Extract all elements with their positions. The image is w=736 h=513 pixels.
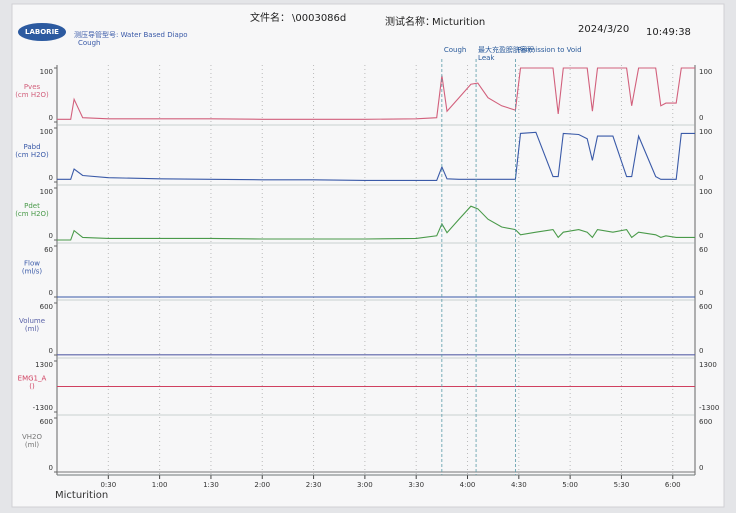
file-label: 文件名： bbox=[250, 11, 290, 24]
x-tick-label: 2:30 bbox=[306, 481, 322, 489]
channel-title: Flow bbox=[24, 260, 40, 268]
y-tick-label-right: 600 bbox=[699, 303, 712, 311]
x-tick-label: 0:30 bbox=[100, 481, 116, 489]
x-tick-label: 1:30 bbox=[203, 481, 219, 489]
event-label: Cough bbox=[444, 46, 467, 54]
x-tick-label: 4:00 bbox=[460, 481, 476, 489]
y-tick-label-right: 60 bbox=[699, 246, 708, 254]
channel-unit: () bbox=[29, 383, 35, 391]
channel-title: Pdet bbox=[24, 202, 40, 210]
y-tick-label-right: 0 bbox=[699, 347, 703, 355]
event-label: Permission to Void bbox=[517, 46, 581, 54]
channel-unit: (cm H2O) bbox=[15, 151, 49, 159]
file-name: \0003086d bbox=[292, 13, 346, 24]
x-tick-label: 5:00 bbox=[562, 481, 578, 489]
y-tick-label: 0 bbox=[49, 464, 53, 472]
x-tick-label: 3:30 bbox=[408, 481, 424, 489]
y-tick-label-right: -1300 bbox=[699, 404, 719, 412]
catheter: 测压导管型号: Water Based Diapo bbox=[74, 30, 188, 39]
channel-title: VH2O bbox=[22, 433, 43, 441]
channel-unit: (ml) bbox=[25, 325, 39, 333]
y-tick-label-right: 100 bbox=[699, 68, 712, 76]
channel-unit: (ml) bbox=[25, 441, 39, 449]
channel-title: Volume bbox=[19, 317, 45, 325]
y-tick-label: 0 bbox=[49, 174, 53, 182]
event-label: 最大充盈膀胱容积 bbox=[478, 45, 534, 54]
y-tick-label-right: 0 bbox=[699, 114, 703, 122]
y-tick-label: 0 bbox=[49, 289, 53, 297]
time: 10:49:38 bbox=[646, 27, 691, 38]
y-tick-label-right: 100 bbox=[699, 128, 712, 136]
y-tick-label-right: 0 bbox=[699, 464, 703, 472]
test-label: 测试名称： bbox=[385, 15, 435, 28]
y-tick-label: 100 bbox=[40, 188, 53, 196]
y-tick-label: 60 bbox=[44, 246, 53, 254]
logo bbox=[18, 23, 66, 41]
logo-text: LABORIE bbox=[25, 28, 59, 36]
y-tick-label: 600 bbox=[40, 303, 53, 311]
test-name: Micturition bbox=[432, 17, 485, 28]
y-tick-label: 100 bbox=[40, 128, 53, 136]
y-tick-label: 0 bbox=[49, 232, 53, 240]
channel-unit: (cm H2O) bbox=[15, 210, 49, 218]
x-tick-label: 2:00 bbox=[254, 481, 270, 489]
y-tick-label: 0 bbox=[49, 347, 53, 355]
x-tick-label: 1:00 bbox=[152, 481, 168, 489]
channel-unit: (ml/s) bbox=[22, 268, 43, 276]
x-tick-label: 6:00 bbox=[665, 481, 681, 489]
y-tick-label-right: 600 bbox=[699, 418, 712, 426]
catheter-note: Cough bbox=[78, 39, 101, 47]
y-tick-label: 600 bbox=[40, 418, 53, 426]
channel-title: Pabd bbox=[23, 143, 40, 151]
y-tick-label: 1300 bbox=[35, 361, 53, 369]
y-tick-label-right: 0 bbox=[699, 232, 703, 240]
y-tick-label-right: 100 bbox=[699, 188, 712, 196]
y-tick-label-right: 1300 bbox=[699, 361, 717, 369]
footer-label: Micturition bbox=[55, 490, 108, 501]
channel-title: EMG1_A bbox=[18, 375, 47, 383]
y-tick-label: 100 bbox=[40, 68, 53, 76]
event-sublabel: Leak bbox=[478, 54, 495, 62]
channel-unit: (cm H2O) bbox=[15, 91, 49, 99]
y-tick-label: -1300 bbox=[33, 404, 53, 412]
x-tick-label: 4:30 bbox=[511, 481, 527, 489]
y-tick-label: 0 bbox=[49, 114, 53, 122]
paper bbox=[11, 3, 725, 508]
x-tick-label: 3:00 bbox=[357, 481, 373, 489]
y-tick-label-right: 0 bbox=[699, 174, 703, 182]
x-tick-label: 5:30 bbox=[614, 481, 630, 489]
date: 2024/3/20 bbox=[578, 24, 629, 35]
y-tick-label-right: 0 bbox=[699, 289, 703, 297]
channel-title: Pves bbox=[24, 83, 41, 91]
